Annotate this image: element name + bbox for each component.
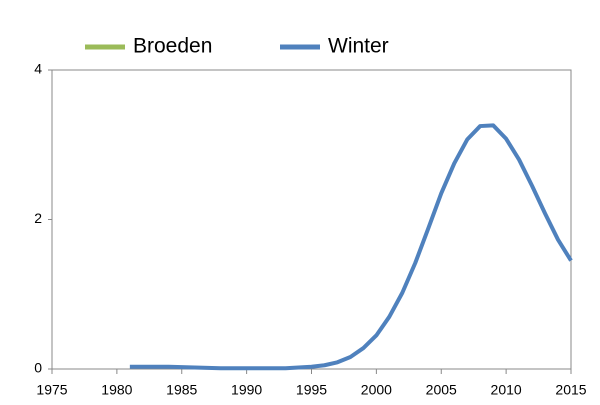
x-tick-label: 2015 xyxy=(555,382,586,398)
plot-frame xyxy=(51,69,572,370)
x-tick-label: 1990 xyxy=(231,382,262,398)
legend-label: Winter xyxy=(328,35,389,58)
x-tick-label: 1995 xyxy=(296,382,327,398)
y-tick-label: 0 xyxy=(34,360,42,376)
y-tick-label: 4 xyxy=(34,61,42,77)
x-tick-label: 2005 xyxy=(426,382,457,398)
x-tick-label: 1975 xyxy=(36,382,67,398)
legend-label: Broeden xyxy=(133,35,212,58)
x-tick-label: 1980 xyxy=(101,382,132,398)
series-line xyxy=(129,123,573,371)
x-tick-label: 2010 xyxy=(491,382,522,398)
x-tick-label: 2000 xyxy=(361,382,392,398)
y-tick-label: 2 xyxy=(34,210,42,226)
x-tick-label: 1985 xyxy=(166,382,197,398)
